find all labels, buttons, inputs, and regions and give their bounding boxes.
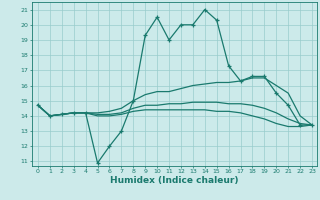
X-axis label: Humidex (Indice chaleur): Humidex (Indice chaleur) bbox=[110, 176, 239, 185]
